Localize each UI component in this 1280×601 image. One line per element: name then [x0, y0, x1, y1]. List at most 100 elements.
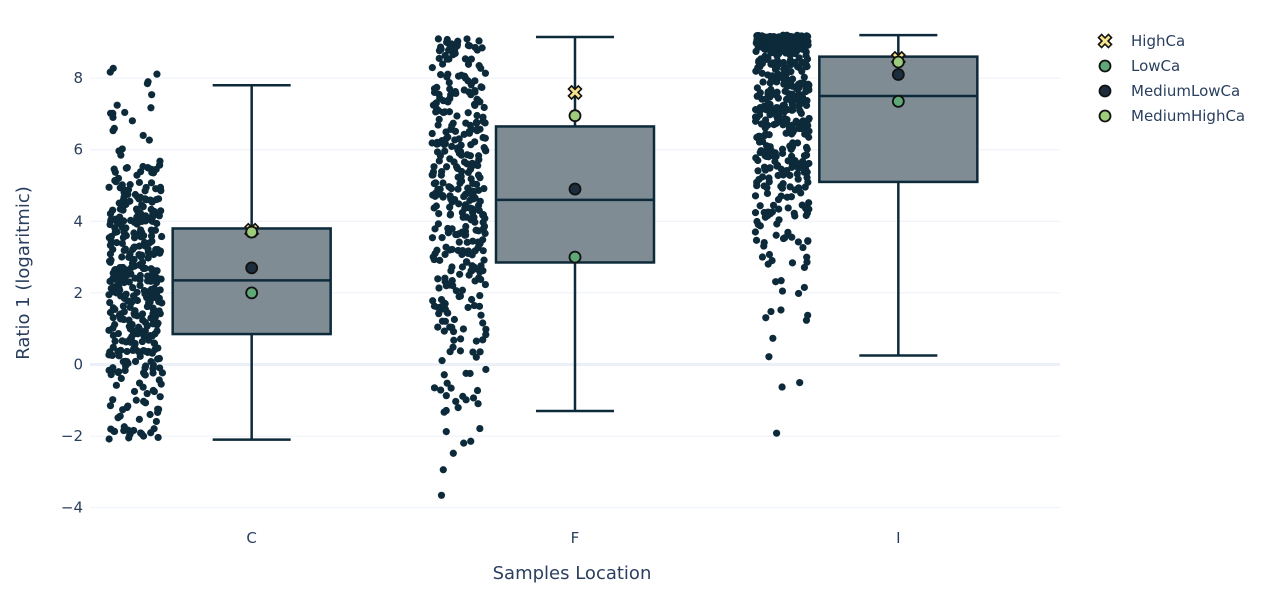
data-point	[438, 168, 446, 176]
data-point	[479, 336, 487, 344]
data-point	[452, 287, 460, 295]
data-point	[153, 267, 161, 275]
y-tick-label: 8	[73, 69, 83, 87]
data-point	[759, 78, 767, 86]
data-point	[800, 73, 808, 81]
data-point	[441, 300, 449, 308]
data-point	[148, 212, 156, 221]
data-point	[464, 303, 472, 312]
data-point	[454, 185, 462, 193]
data-point	[447, 41, 456, 49]
data-point	[118, 337, 126, 345]
data-point	[154, 433, 162, 442]
data-point	[118, 253, 126, 261]
data-point	[440, 327, 448, 335]
data-point	[775, 205, 783, 213]
data-point	[435, 210, 443, 218]
data-point	[767, 85, 775, 94]
data-point	[473, 386, 482, 395]
data-point	[773, 78, 781, 86]
data-point	[455, 200, 463, 208]
data-point	[445, 78, 453, 87]
data-point	[450, 315, 459, 324]
data-point	[762, 147, 771, 155]
data-point	[803, 32, 811, 40]
data-point	[778, 119, 786, 127]
data-point	[766, 164, 774, 172]
data-point	[146, 331, 154, 340]
data-point	[467, 437, 475, 445]
data-point	[767, 307, 775, 316]
data-point	[463, 238, 471, 246]
y-tick-label: 2	[73, 284, 83, 302]
data-point	[437, 71, 445, 79]
data-point	[440, 408, 448, 416]
data-point	[428, 234, 437, 242]
data-point	[481, 134, 489, 142]
data-point	[130, 218, 138, 226]
data-point	[784, 204, 792, 212]
data-point	[474, 171, 483, 179]
data-point	[474, 201, 483, 209]
data-point	[474, 400, 482, 408]
data-point	[122, 164, 130, 172]
data-point	[798, 94, 806, 102]
data-point	[428, 129, 436, 138]
data-point	[139, 346, 148, 355]
data-point	[146, 410, 154, 419]
data-point	[752, 106, 760, 114]
data-point	[461, 55, 469, 63]
data-point	[157, 187, 165, 195]
data-point	[456, 179, 464, 187]
data-point	[476, 268, 484, 276]
data-point	[138, 337, 146, 346]
data-point	[449, 282, 457, 290]
data-point	[438, 60, 447, 68]
data-point	[430, 163, 438, 171]
data-point	[782, 95, 791, 103]
data-point	[770, 34, 778, 42]
data-point	[447, 195, 455, 203]
data-point	[117, 346, 125, 354]
data-point	[458, 286, 467, 294]
data-point	[756, 202, 764, 210]
data-point	[433, 148, 442, 156]
data-point	[764, 153, 773, 161]
data-point	[471, 77, 479, 85]
data-point	[434, 35, 442, 43]
data-point	[118, 239, 126, 248]
data-point	[144, 164, 153, 172]
data-point	[438, 234, 446, 242]
data-point	[109, 364, 117, 372]
legend-label: MediumHighCa	[1131, 107, 1245, 125]
legend-symbol-MediumHighCa	[1098, 109, 1112, 123]
data-point	[763, 101, 771, 109]
data-point	[477, 64, 485, 72]
data-point	[760, 242, 768, 250]
data-point	[463, 35, 471, 43]
marker-HighCa-shape	[567, 84, 583, 101]
data-point	[784, 105, 792, 114]
data-point	[149, 386, 157, 395]
data-point	[773, 220, 781, 228]
data-point	[798, 118, 806, 126]
data-point	[154, 195, 163, 203]
data-point	[798, 45, 807, 53]
marker-MediumHighCa	[568, 109, 582, 123]
data-point	[446, 348, 454, 356]
data-point	[477, 83, 485, 91]
data-point	[149, 309, 157, 318]
data-point	[755, 58, 763, 66]
marker-MediumLowCa	[891, 68, 905, 81]
data-point	[765, 174, 773, 182]
data-point	[460, 439, 468, 447]
data-point	[153, 219, 161, 228]
data-point	[117, 374, 125, 383]
data-point	[135, 251, 143, 259]
data-point	[153, 327, 161, 335]
data-point	[449, 327, 458, 336]
data-point	[803, 145, 811, 153]
data-point	[105, 183, 113, 191]
data-point	[153, 70, 161, 78]
